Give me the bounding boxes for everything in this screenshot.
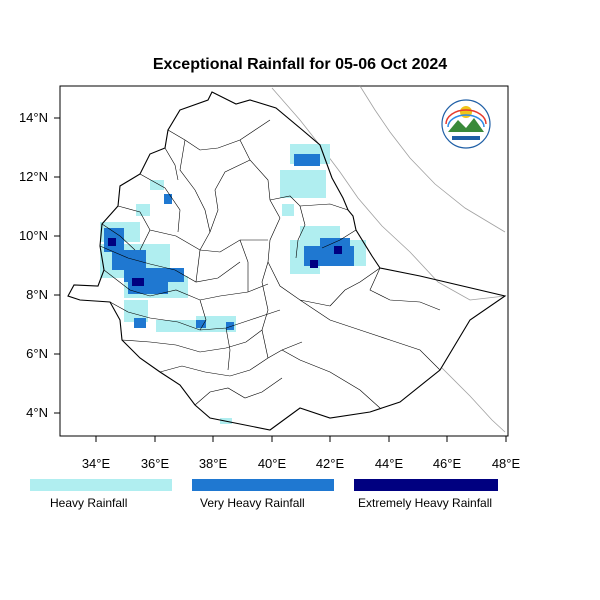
rainfall-layer: [100, 144, 366, 424]
x-ticks: [95, 436, 507, 442]
y-tick-label: 14°N: [19, 110, 48, 125]
y-ticks: [54, 117, 60, 414]
x-tick-label: 34°E: [82, 456, 111, 471]
x-tick-label: 40°E: [258, 456, 287, 471]
legend-label-heavy: Heavy Rainfall: [50, 496, 128, 510]
legend-label-very-heavy: Very Heavy Rainfall: [200, 496, 305, 510]
legend-swatch-heavy: [30, 479, 172, 491]
country-outline: [67, 91, 507, 431]
map-title: Exceptional Rainfall for 05-06 Oct 2024: [152, 56, 448, 73]
y-tick-label: 10°N: [19, 228, 48, 243]
x-tick-label: 38°E: [199, 456, 228, 471]
admin-boundaries: [99, 119, 441, 409]
extremely-heavy-rainfall-areas: [108, 238, 342, 286]
legend-swatch-extreme: [354, 479, 498, 491]
y-tick-label: 12°N: [19, 169, 48, 184]
x-tick-label: 48°E: [492, 456, 521, 471]
very-heavy-rainfall-areas: [104, 154, 354, 330]
neighbor-borders: [271, 85, 506, 433]
x-tick-label: 42°E: [316, 456, 345, 471]
y-tick-label: 4°N: [26, 405, 48, 420]
x-tick-label: 46°E: [433, 456, 462, 471]
legend-swatch-very-heavy: [192, 479, 334, 491]
y-tick-label: 8°N: [26, 287, 48, 302]
x-tick-label: 36°E: [141, 456, 170, 471]
plot-frame: [59, 85, 509, 437]
x-tick-label: 44°E: [375, 456, 404, 471]
meteorology-institute-logo: [441, 99, 491, 149]
y-tick-label: 6°N: [26, 346, 48, 361]
legend-label-extreme: Extremely Heavy Rainfall: [358, 496, 493, 510]
